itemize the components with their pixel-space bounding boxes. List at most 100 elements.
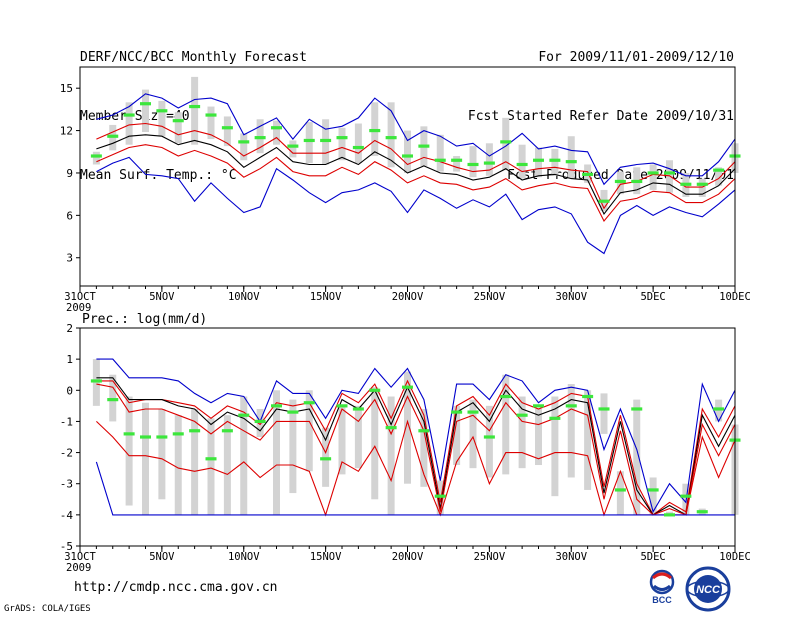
median-marker — [172, 119, 184, 123]
x-tick-label: 10DEC — [719, 551, 751, 563]
y-tick-label: -3 — [60, 478, 73, 491]
spread-box — [354, 405, 362, 469]
spread-box — [715, 167, 723, 186]
median-marker — [516, 162, 528, 167]
series-line-upper — [96, 122, 736, 210]
median-marker — [369, 388, 381, 392]
spread-box — [698, 178, 706, 197]
median-marker — [107, 134, 119, 138]
median-marker — [205, 113, 217, 117]
spread-box — [125, 396, 133, 506]
median-marker — [680, 494, 692, 498]
spread-box — [502, 117, 510, 171]
median-marker — [533, 404, 544, 408]
median-marker — [516, 413, 528, 417]
median-marker — [172, 432, 184, 436]
spread-box — [174, 112, 182, 144]
median-marker — [336, 136, 348, 140]
median-marker — [369, 128, 381, 133]
series-line-max — [96, 358, 736, 514]
spread-box — [207, 106, 215, 140]
spread-box — [485, 405, 493, 478]
series-line-lower — [96, 383, 736, 516]
spread-box — [551, 148, 559, 176]
x-tick-label: 31OCT — [64, 551, 96, 563]
spread-box — [158, 408, 166, 500]
spread-box — [584, 390, 592, 490]
y-tick-label: -5 — [60, 540, 73, 553]
median-marker — [287, 144, 299, 148]
spread-box — [600, 393, 608, 434]
median-marker — [565, 404, 577, 408]
spread-box — [223, 116, 231, 147]
median-marker — [238, 413, 250, 417]
spread-box — [289, 399, 297, 494]
spread-box — [518, 396, 526, 469]
chart-title: DERF/NCC/BCC Monthly Forecast — [80, 50, 307, 65]
spread-box — [158, 100, 166, 137]
median-marker — [271, 126, 282, 130]
median-marker — [385, 426, 397, 430]
x-tick-label: 30NOV — [555, 291, 587, 303]
spread-box — [567, 384, 575, 478]
median-marker — [352, 145, 364, 150]
grads-credit: GrADS: COLA/IGES — [4, 604, 91, 614]
median-marker — [533, 158, 544, 162]
bcc-logo-text: BCC — [652, 595, 672, 605]
median-marker — [402, 385, 413, 389]
spread-box — [191, 408, 199, 515]
x-tick-year-label: 2009 — [66, 562, 91, 574]
x-tick-label: 5NOV — [149, 551, 175, 563]
spread-box — [338, 405, 346, 475]
series-line-lower — [96, 144, 736, 222]
spread-box — [240, 396, 248, 515]
y-tick-label: 2 — [66, 322, 73, 335]
median-marker — [123, 432, 135, 436]
bcc-logo: BCC — [649, 569, 675, 605]
median-marker — [451, 158, 463, 162]
panel-title: Prec.: log(mm/d) — [82, 312, 207, 327]
median-marker — [565, 160, 577, 164]
median-marker — [123, 113, 135, 117]
median-marker — [434, 494, 446, 498]
spread-box — [469, 399, 477, 469]
median-marker — [402, 154, 413, 158]
median-marker — [140, 435, 151, 439]
x-tick-label: 20NOV — [392, 551, 424, 563]
x-tick-label: 20NOV — [392, 291, 424, 303]
median-marker — [320, 457, 332, 461]
spread-box — [240, 133, 248, 161]
median-marker — [598, 199, 610, 203]
spread-box — [649, 477, 657, 515]
forecast-start-date: Fcst Started Refer Date 2009/10/31 — [467, 109, 734, 124]
spread-box — [305, 122, 313, 164]
spread-box — [485, 143, 493, 176]
spread-box — [174, 415, 182, 515]
ncc-logo-text: NCC — [696, 584, 721, 596]
url-link[interactable]: http://cmdp.ncc.cma.gov.cn — [74, 580, 278, 595]
x-tick-label: 25NOV — [474, 291, 506, 303]
spread-box — [191, 76, 199, 145]
median-marker — [156, 435, 168, 439]
median-marker — [467, 410, 479, 414]
spread-box — [616, 471, 624, 515]
series-line-min — [96, 156, 736, 255]
x-tick-label: 15NOV — [310, 551, 342, 563]
median-marker — [189, 429, 201, 433]
spread-box — [273, 390, 280, 515]
median-marker — [303, 401, 315, 405]
median-marker — [221, 429, 233, 433]
y-tick-label: 0 — [66, 384, 73, 397]
median-marker — [483, 435, 495, 439]
y-tick-label: 1 — [66, 353, 73, 366]
median-marker — [434, 158, 446, 162]
spread-box — [469, 146, 477, 178]
median-marker — [631, 407, 643, 411]
spread-box — [92, 151, 100, 165]
median-marker — [549, 158, 561, 162]
series-line-mean — [96, 134, 736, 215]
series-line-mean — [96, 377, 736, 516]
median-marker — [647, 488, 659, 492]
median-marker — [156, 109, 168, 113]
spread-box — [666, 160, 673, 193]
